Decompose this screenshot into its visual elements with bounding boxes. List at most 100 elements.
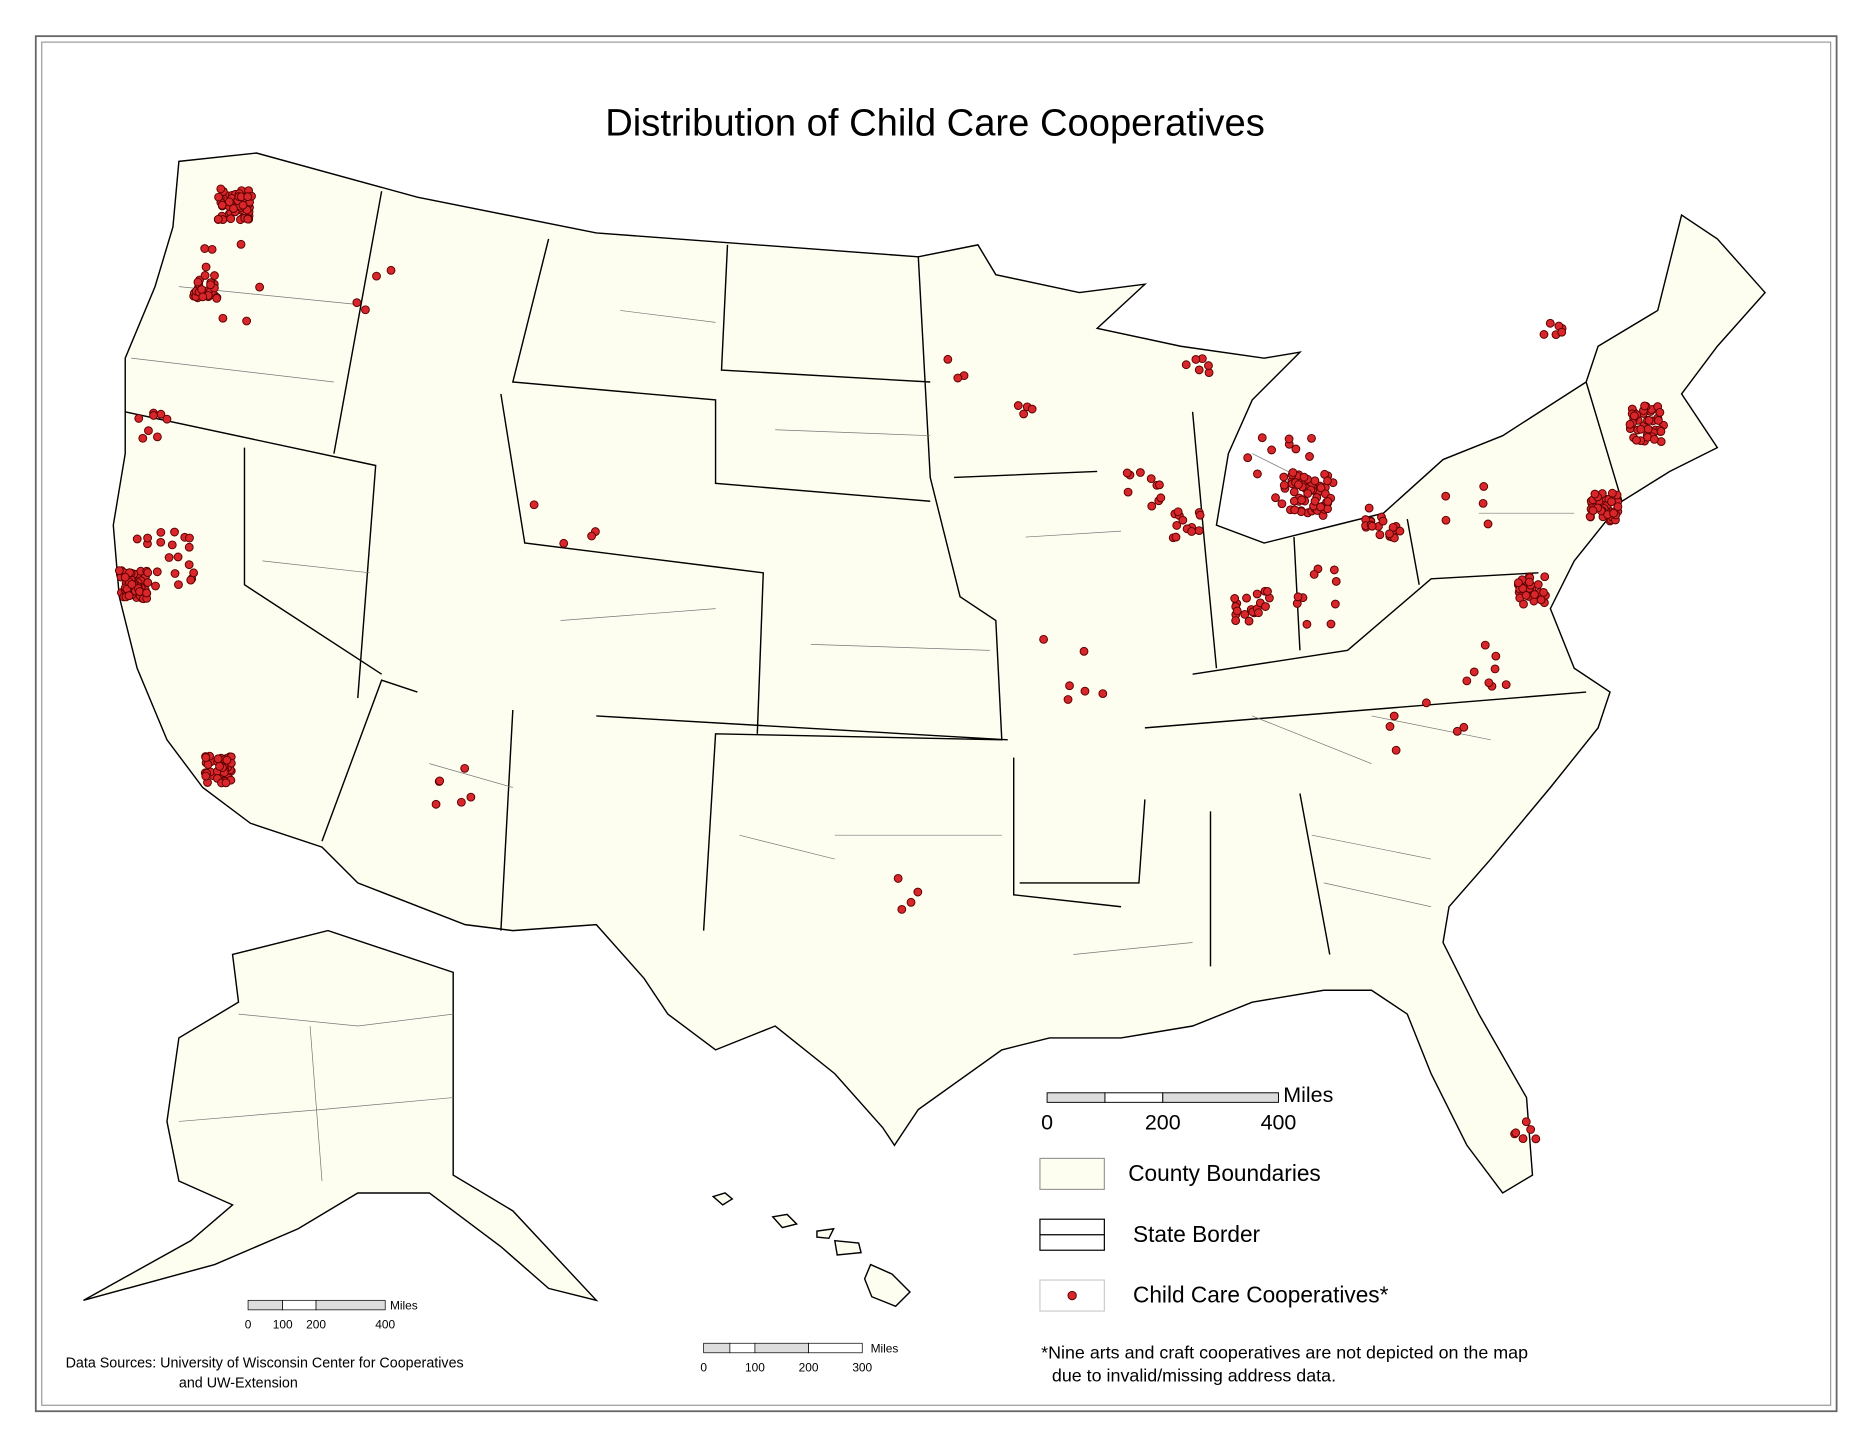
- cooperative-point: [1187, 527, 1197, 536]
- cooperative-point: [1302, 619, 1312, 629]
- cooperative-point: [529, 500, 539, 510]
- cooperative-point: [1181, 360, 1191, 370]
- cooperative-point: [1309, 569, 1319, 579]
- cooperative-point: [1291, 444, 1301, 454]
- cooperative-point: [156, 537, 166, 547]
- cooperative-point: [200, 244, 210, 253]
- cooperative-point: [1172, 521, 1182, 530]
- cooperative-point: [1459, 722, 1469, 732]
- cooperative-point: [1155, 480, 1164, 490]
- cooperative-point: [1490, 664, 1500, 674]
- cooperative-point: [1557, 327, 1567, 337]
- cooperative-point: [114, 566, 124, 576]
- cooperative-point: [1378, 516, 1388, 526]
- scale-label: 0: [1041, 1110, 1053, 1134]
- cooperative-point: [1478, 498, 1488, 508]
- scale-label: 0: [700, 1360, 707, 1374]
- cooperative-point: [1483, 519, 1493, 529]
- cooperative-point: [213, 754, 223, 764]
- cooperative-point: [1367, 521, 1377, 531]
- cooperative-point: [1521, 1117, 1531, 1127]
- cooperative-point: [143, 568, 153, 578]
- cooperative-point: [1513, 578, 1523, 588]
- cooperative-point: [1469, 667, 1479, 677]
- cooperative-point: [229, 204, 238, 214]
- cooperative-point: [1240, 609, 1250, 619]
- cooperative-point: [1135, 468, 1145, 477]
- cooperative-point: [1080, 686, 1090, 696]
- cooperative-point: [1613, 502, 1623, 511]
- cooperative-point: [1329, 565, 1339, 575]
- cooperative-point: [435, 776, 445, 786]
- cooperative-point: [1421, 698, 1431, 708]
- cooperative-point: [206, 280, 215, 290]
- cooperative-point: [372, 271, 381, 281]
- cooperative-point: [1279, 480, 1289, 490]
- data-sources: and UW-Extension: [179, 1376, 298, 1392]
- legend-item: County Boundaries: [1128, 1160, 1321, 1186]
- cooperative-point: [1146, 474, 1156, 484]
- cooperative-point: [1173, 507, 1183, 517]
- cooperative-point: [201, 262, 211, 272]
- cooperative-point: [906, 897, 916, 907]
- scale-label: 200: [1145, 1110, 1181, 1134]
- cooperative-point: [193, 277, 203, 287]
- cooperative-point: [1293, 592, 1303, 602]
- cooperative-point: [238, 200, 248, 210]
- cooperative-point: [127, 579, 137, 589]
- point-swatch-dot: [1067, 1290, 1077, 1301]
- cooperative-point: [1307, 433, 1316, 443]
- scale-bar: [1046, 1092, 1106, 1103]
- cooperative-point: [1521, 591, 1531, 600]
- cooperative-point: [1284, 434, 1294, 444]
- scale-bar: [247, 1299, 284, 1311]
- cooperative-point: [1625, 419, 1635, 429]
- cooperative-point: [1316, 483, 1326, 493]
- cooperative-point: [1310, 496, 1320, 506]
- cooperative-point: [1230, 594, 1240, 603]
- cooperative-point: [1267, 445, 1277, 455]
- inner-frame: [41, 41, 1832, 1406]
- cooperative-point: [142, 588, 152, 598]
- scale-bar: [282, 1299, 317, 1311]
- cooperative-point: [1330, 599, 1340, 609]
- cooperative-point: [1277, 499, 1287, 509]
- cooperative-point: [152, 432, 162, 442]
- cooperative-point: [1545, 318, 1555, 328]
- cooperative-point: [170, 569, 180, 578]
- cooperative-point: [897, 904, 907, 914]
- cooperative-point: [1305, 452, 1314, 461]
- cooperative-point: [189, 568, 199, 578]
- cooperative-point: [1441, 515, 1451, 525]
- cooperative-point: [216, 184, 226, 194]
- cooperative-point: [1491, 651, 1501, 661]
- cooperative-point: [1323, 476, 1332, 486]
- cooperative-point: [1539, 330, 1549, 339]
- cooperative-point: [224, 197, 234, 207]
- cooperative-point: [167, 540, 177, 550]
- cooperative-point: [1147, 501, 1157, 511]
- scale-label: 400: [1261, 1110, 1297, 1134]
- cooperative-point: [138, 433, 148, 443]
- cooperative-point: [185, 533, 194, 543]
- cooperative-point: [198, 292, 208, 302]
- cooperative-point: [1178, 515, 1188, 525]
- scale-label: 100: [745, 1360, 765, 1374]
- scale-label: 200: [306, 1318, 326, 1332]
- cooperative-point: [1297, 495, 1306, 505]
- cooperative-point: [243, 192, 253, 202]
- cooperative-point: [1656, 426, 1666, 436]
- cooperative-point: [1254, 608, 1263, 618]
- cooperative-point: [1607, 488, 1617, 498]
- cooperative-point: [1263, 587, 1272, 596]
- cooperative-point: [1636, 424, 1646, 434]
- cooperative-point: [913, 887, 923, 897]
- cooperative-point: [1526, 1125, 1536, 1134]
- cooperative-point: [1609, 508, 1619, 518]
- cooperative-point: [1531, 1134, 1541, 1144]
- cooperative-point: [431, 799, 441, 809]
- cooperative-point: [1653, 416, 1663, 425]
- cooperative-point: [1065, 681, 1074, 691]
- cooperative-point: [1323, 497, 1333, 506]
